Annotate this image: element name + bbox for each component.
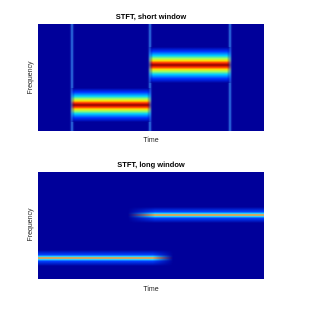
y-axis-label: Frequency <box>27 208 34 242</box>
x-axis-label: Time <box>143 286 158 293</box>
page: STFT, short window Time Frequency STFT, … <box>26 11 264 293</box>
energy-line <box>128 207 264 223</box>
energy-band <box>70 88 152 122</box>
y-axis-label: Frequency <box>27 61 34 95</box>
plot-title: STFT, short window <box>116 12 187 21</box>
energy-line <box>38 250 173 266</box>
streak <box>69 24 75 131</box>
energy-band <box>148 47 232 83</box>
plot-title: STFT, long window <box>117 160 185 169</box>
figure: STFT, short window Time Frequency STFT, … <box>27 12 264 293</box>
x-axis-label: Time <box>143 137 158 144</box>
